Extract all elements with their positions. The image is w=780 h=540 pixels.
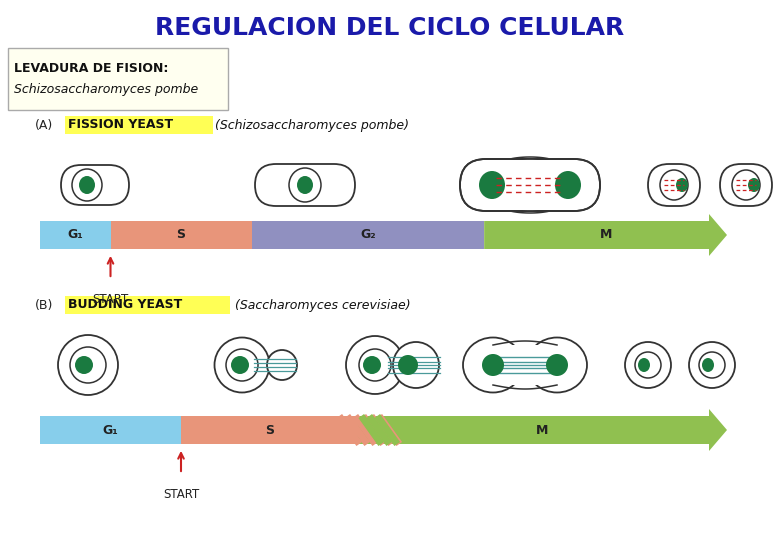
Text: (Schizosaccharomyces pombe): (Schizosaccharomyces pombe) [215, 118, 409, 132]
Ellipse shape [676, 178, 688, 192]
Ellipse shape [363, 356, 381, 374]
Ellipse shape [393, 342, 439, 388]
Ellipse shape [699, 352, 725, 378]
Ellipse shape [297, 176, 313, 194]
Bar [8, 48, 228, 110]
Ellipse shape [638, 358, 650, 372]
Bar [493, 345, 557, 385]
Ellipse shape [555, 171, 581, 199]
FancyBboxPatch shape [720, 164, 772, 206]
Text: G₁: G₁ [103, 423, 119, 436]
Ellipse shape [482, 354, 504, 376]
Text: M: M [536, 423, 548, 436]
Ellipse shape [625, 342, 671, 388]
Ellipse shape [359, 349, 391, 381]
Text: (Saccharomyces cerevisiae): (Saccharomyces cerevisiae) [235, 299, 410, 312]
Ellipse shape [215, 338, 270, 393]
Ellipse shape [70, 347, 106, 383]
Ellipse shape [75, 356, 93, 374]
Text: (A): (A) [35, 118, 53, 132]
Bar [40, 416, 181, 444]
Text: START: START [163, 488, 199, 501]
Ellipse shape [527, 338, 587, 393]
Ellipse shape [748, 178, 760, 192]
Bar [251, 221, 484, 249]
Text: (B): (B) [35, 299, 53, 312]
Text: G₂: G₂ [360, 228, 376, 241]
Text: Schizosaccharomyces pombe: Schizosaccharomyces pombe [14, 84, 198, 97]
Text: START: START [92, 293, 129, 306]
Ellipse shape [635, 352, 661, 378]
Ellipse shape [398, 355, 418, 375]
FancyArrow shape [484, 214, 727, 256]
Ellipse shape [702, 358, 714, 372]
FancyArrow shape [357, 409, 727, 451]
Text: REGULACION DEL CICLO CELULAR: REGULACION DEL CICLO CELULAR [155, 16, 625, 40]
Ellipse shape [231, 356, 249, 374]
Bar [40, 221, 111, 249]
Text: M: M [599, 228, 612, 241]
Ellipse shape [546, 354, 568, 376]
Ellipse shape [79, 176, 95, 194]
Ellipse shape [479, 171, 505, 199]
Ellipse shape [689, 342, 735, 388]
Bar [111, 221, 251, 249]
Text: G₁: G₁ [67, 228, 83, 241]
Ellipse shape [660, 170, 688, 200]
Bar [65, 296, 230, 314]
Ellipse shape [267, 350, 297, 380]
Ellipse shape [289, 168, 321, 202]
Text: BUDDING YEAST: BUDDING YEAST [68, 299, 186, 312]
Ellipse shape [58, 335, 118, 395]
Ellipse shape [732, 170, 760, 200]
Text: S: S [176, 228, 186, 241]
FancyBboxPatch shape [255, 164, 355, 206]
FancyBboxPatch shape [648, 164, 700, 206]
FancyBboxPatch shape [460, 159, 600, 211]
FancyBboxPatch shape [61, 165, 129, 205]
Ellipse shape [226, 349, 258, 381]
Bar [65, 116, 213, 134]
Ellipse shape [463, 338, 523, 393]
Text: LEVADURA DE FISION:: LEVADURA DE FISION: [14, 62, 168, 75]
Bar [181, 416, 357, 444]
Text: FISSION YEAST: FISSION YEAST [68, 118, 178, 132]
Ellipse shape [504, 159, 556, 211]
Text: S: S [264, 423, 274, 436]
Ellipse shape [346, 336, 404, 394]
Ellipse shape [72, 169, 102, 201]
